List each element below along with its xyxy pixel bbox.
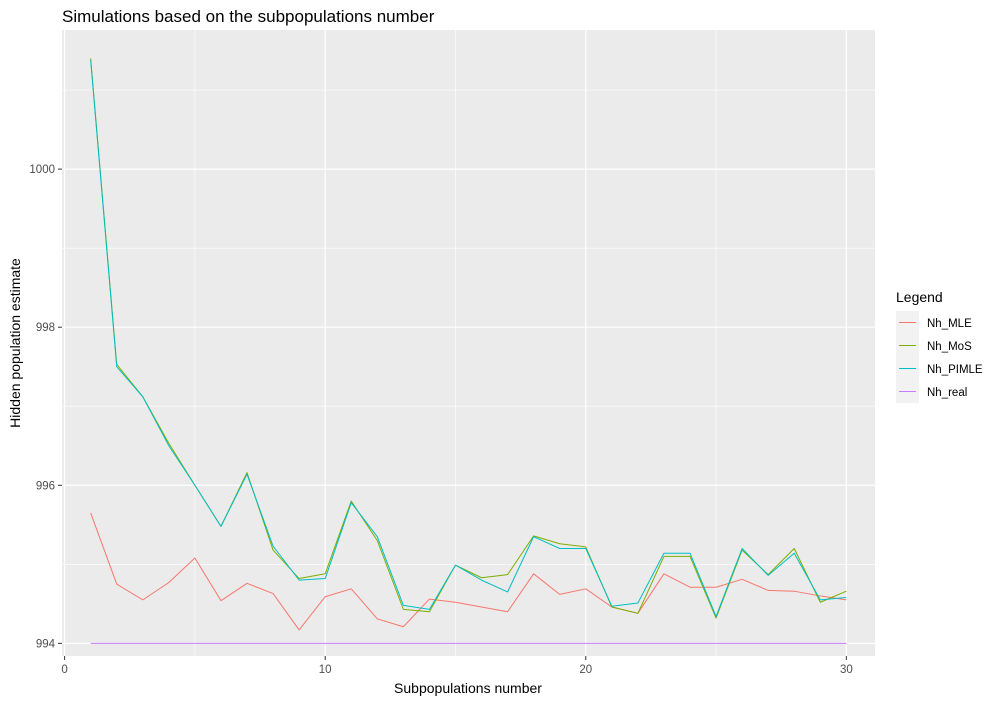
- legend-label: Nh_MoS: [927, 341, 972, 353]
- x-axis-label: Subpopulations number: [394, 680, 542, 696]
- legend-items: Nh_MLE Nh_MoS Nh_PIMLE Nh_real: [896, 311, 983, 403]
- legend: Legend Nh_MLE Nh_MoS Nh_PIMLE Nh_real: [896, 289, 983, 403]
- x-tick-label: 10: [319, 664, 332, 676]
- x-tick-label: 30: [840, 664, 853, 676]
- legend-label: Nh_PIMLE: [927, 364, 983, 376]
- legend-title: Legend: [896, 289, 943, 305]
- legend-label: Nh_MLE: [927, 318, 972, 330]
- y-axis-label: Hidden population estimate: [7, 258, 23, 428]
- x-tick-label: 0: [61, 664, 67, 676]
- y-axis: 994 996 998 1000: [29, 164, 62, 650]
- x-tick-label: 20: [579, 664, 592, 676]
- y-tick-label: 1000: [29, 164, 55, 176]
- legend-label: Nh_real: [927, 387, 967, 399]
- legend-item: Nh_MoS: [896, 334, 972, 357]
- series-lines: [90, 58, 847, 644]
- series-line-nh-mle: [90, 512, 847, 631]
- legend-item: Nh_PIMLE: [896, 357, 983, 380]
- y-tick-label: 994: [36, 638, 56, 650]
- legend-item: Nh_MLE: [896, 311, 972, 334]
- plot-panel: [62, 30, 875, 656]
- y-tick-label: 998: [36, 322, 55, 334]
- chart-title: Simulations based on the subpopulations …: [62, 7, 435, 26]
- minor-gridlines: [62, 30, 875, 656]
- x-axis: 0 10 20 30: [61, 656, 853, 676]
- legend-item: Nh_real: [896, 380, 967, 403]
- series-line-nh-pimle: [90, 59, 847, 617]
- y-tick-label: 996: [36, 480, 55, 492]
